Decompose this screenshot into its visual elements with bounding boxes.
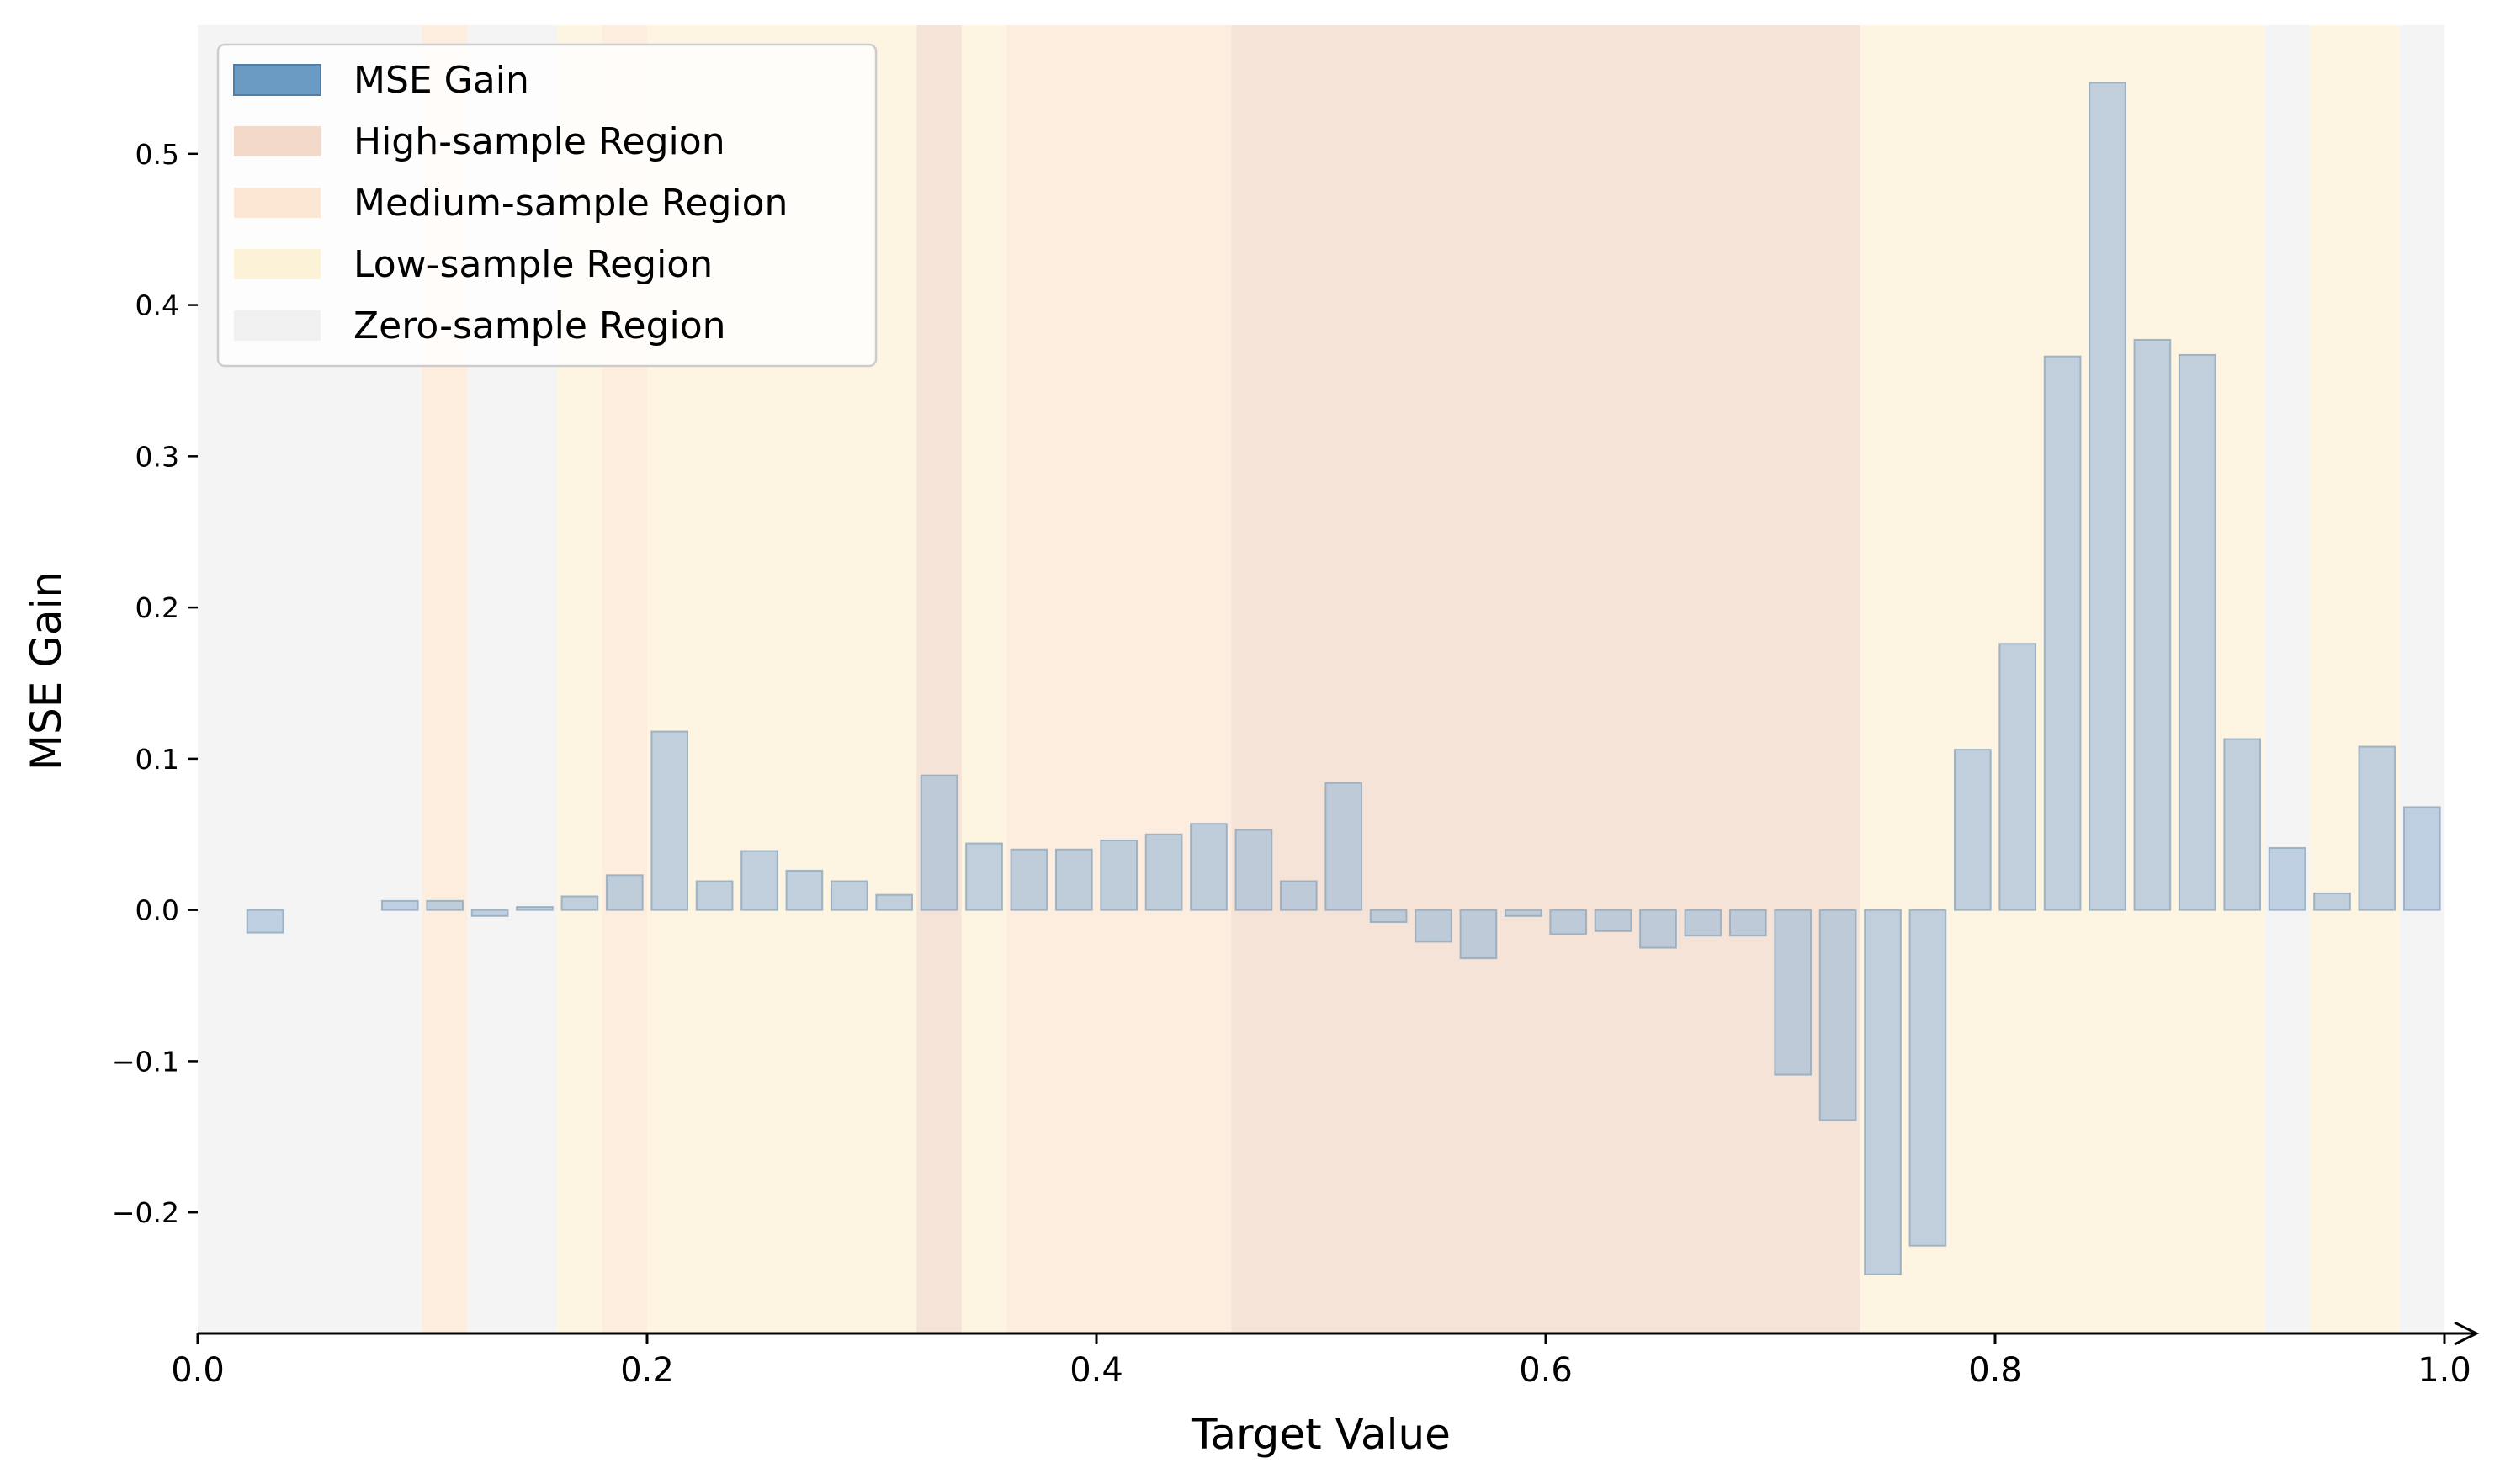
- bar: [1324, 782, 1363, 911]
- bar: [1908, 909, 1947, 1247]
- x-tick-label: 0.8: [1968, 1351, 2022, 1390]
- bar: [1953, 749, 1992, 911]
- x-tick-label: 0.4: [1070, 1351, 1123, 1390]
- x-ticks: 0.0 0.2 0.4 0.6 0.8 1.0: [171, 1333, 2471, 1390]
- bar: [560, 895, 599, 911]
- bar: [246, 909, 284, 934]
- mse-gain-bars: [246, 82, 2441, 1275]
- bar: [516, 906, 554, 911]
- y-tick-label: 0.4: [135, 289, 179, 322]
- bar: [695, 880, 734, 911]
- bar: [2268, 846, 2306, 911]
- bar: [1774, 909, 1813, 1076]
- bar: [380, 899, 419, 911]
- bar: [2402, 806, 2441, 911]
- x-axis-arrow: [2454, 1321, 2480, 1346]
- bar: [1998, 643, 2037, 911]
- medium-sample-region: [1006, 25, 1232, 1333]
- bar: [2133, 338, 2172, 911]
- bar: [1594, 909, 1632, 932]
- x-tick-label: 0.6: [1519, 1351, 1573, 1390]
- zero-sample-region: [2264, 25, 2310, 1333]
- bar: [1504, 909, 1542, 917]
- legend-swatch: [233, 64, 321, 96]
- bar: [1684, 909, 1722, 937]
- y-axis-title: MSE Gain: [22, 571, 71, 771]
- bar: [965, 842, 1003, 911]
- legend-label: MSE Gain: [353, 59, 529, 102]
- bar: [1639, 909, 1677, 949]
- legend-label: Zero-sample Region: [353, 305, 726, 347]
- legend-swatch: [234, 249, 321, 279]
- bar: [1144, 833, 1183, 911]
- y-ticks: −0.2 −0.1 0.0 0.1 0.2 0.3 0.4 0.5: [112, 138, 198, 1229]
- bar: [426, 899, 464, 911]
- legend-swatch: [234, 126, 321, 156]
- legend-swatch: [234, 188, 321, 218]
- y-tick-label: 0.5: [135, 138, 179, 171]
- x-axis-title: Target Value: [1191, 1410, 1451, 1459]
- bar: [1369, 909, 1408, 924]
- bar: [2223, 738, 2262, 911]
- bar: [605, 874, 644, 911]
- bar: [785, 869, 824, 911]
- bar: [470, 909, 509, 917]
- bar: [1415, 909, 1452, 943]
- bar: [1864, 909, 1902, 1275]
- y-tick-label: −0.2: [112, 1196, 179, 1229]
- bar: [1100, 839, 1139, 911]
- zero-sample-region: [2399, 25, 2444, 1333]
- high-sample-region: [1231, 25, 1860, 1333]
- x-tick-label: 0.0: [171, 1351, 225, 1390]
- bar: [2178, 353, 2216, 911]
- bar: [920, 774, 958, 911]
- bar: [2089, 82, 2126, 911]
- low-sample-region: [2309, 25, 2400, 1333]
- bar: [1010, 848, 1048, 911]
- bar: [2313, 892, 2351, 911]
- y-tick-label: 0.2: [135, 591, 179, 624]
- bar: [875, 893, 914, 911]
- legend-label: Low-sample Region: [353, 243, 713, 286]
- high-sample-region: [916, 25, 962, 1333]
- bar: [1549, 909, 1588, 935]
- bar: [1190, 823, 1228, 911]
- bar: [2043, 355, 2082, 911]
- sample-regions: [198, 25, 2444, 1333]
- bar: [1818, 909, 1857, 1121]
- legend-label: Medium-sample Region: [353, 182, 788, 225]
- legend-frame: [216, 43, 878, 368]
- bar: [1459, 909, 1498, 960]
- bar: [650, 730, 689, 911]
- bar: [1279, 880, 1318, 911]
- bar: [1054, 848, 1093, 911]
- y-tick-label: 0.0: [135, 894, 179, 927]
- bar: [1728, 909, 1767, 937]
- bar: [2358, 745, 2396, 911]
- legend-swatch: [234, 310, 321, 341]
- y-tick-label: 0.1: [135, 743, 179, 776]
- bar: [1234, 829, 1273, 911]
- bar: [830, 880, 868, 911]
- legend: MSE Gain High-sample Region Medium-sample …: [216, 43, 878, 368]
- low-sample-region: [961, 25, 1007, 1333]
- y-tick-label: 0.3: [135, 440, 179, 473]
- x-tick-label: 1.0: [2418, 1351, 2471, 1390]
- bar: [740, 850, 778, 911]
- x-tick-label: 0.2: [620, 1351, 674, 1390]
- axes: 0.0 0.2 0.4 0.6 0.8 1.0 −0.2 −0.1 0.0 0.1 0.2 0.3 0…: [112, 138, 2480, 1390]
- legend-label: High-sample Region: [353, 120, 725, 163]
- y-tick-label: −0.1: [112, 1045, 179, 1078]
